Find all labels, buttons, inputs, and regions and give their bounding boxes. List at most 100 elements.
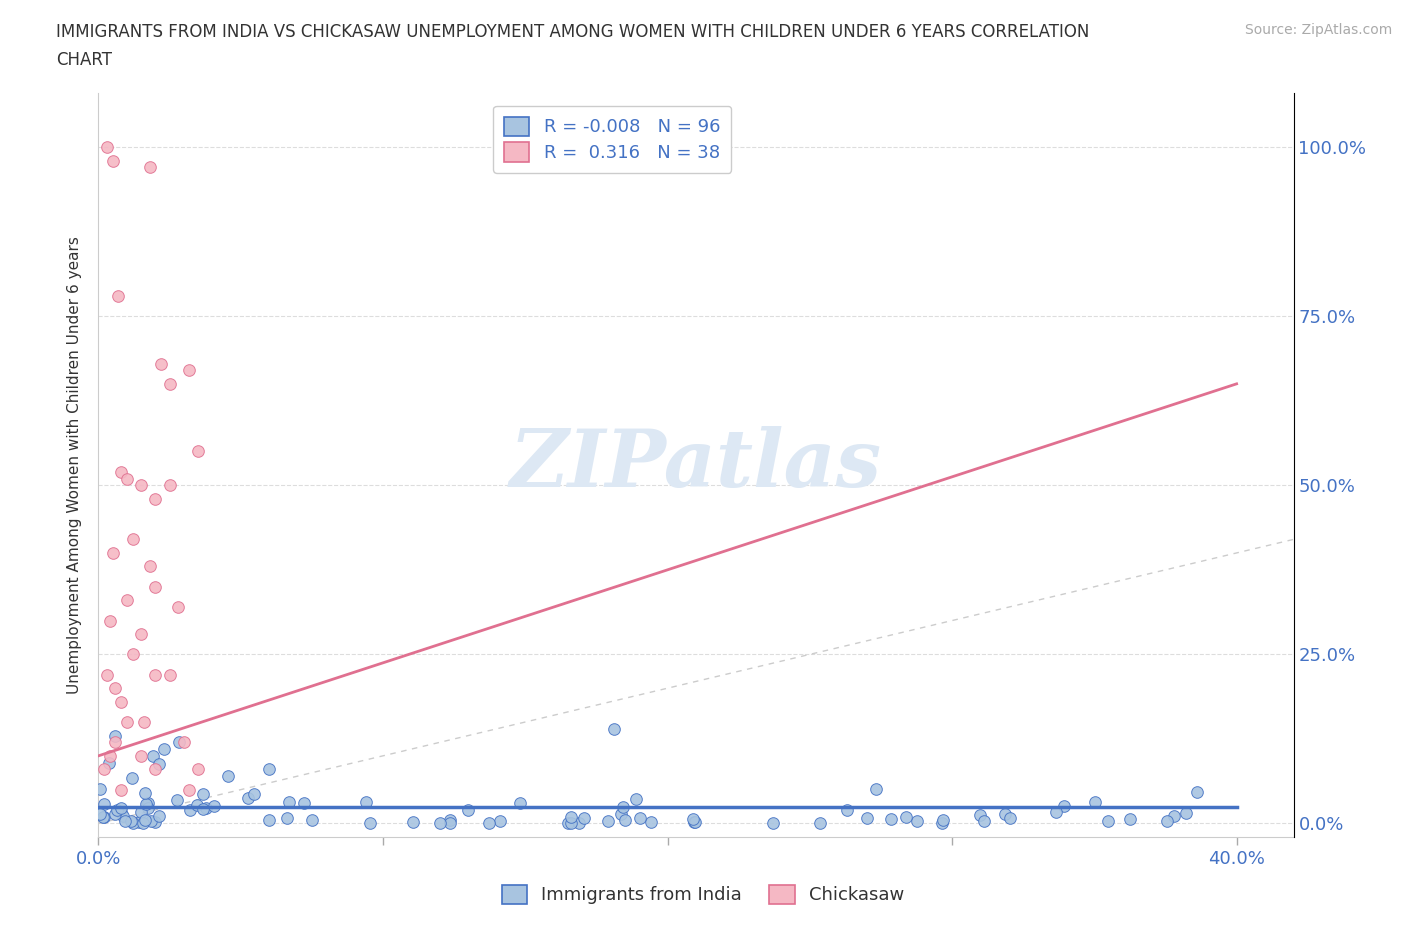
Point [93, 809, 115, 824]
Point [243, 787, 266, 802]
Point [193, 802, 215, 817]
Point [969, 807, 991, 822]
Point [568, 816, 591, 830]
Point [614, 812, 637, 827]
Point [105, 803, 128, 817]
Point [167, 600, 190, 615]
Point [1119, 812, 1142, 827]
Point [129, 627, 152, 642]
Point [640, 815, 662, 830]
Point [98, 749, 121, 764]
Point [96, 140, 118, 154]
Point [89, 781, 111, 796]
Legend: R = -0.008   N = 96, R =  0.316   N = 38: R = -0.008 N = 96, R = 0.316 N = 38 [494, 106, 731, 173]
Point [835, 803, 858, 817]
Point [129, 478, 152, 493]
Point [257, 813, 280, 828]
Point [179, 363, 201, 378]
Point [187, 762, 209, 777]
Point [359, 816, 381, 830]
Point [560, 816, 582, 830]
Point [93, 797, 115, 812]
Point [138, 559, 160, 574]
Point [894, 809, 917, 824]
Point [159, 377, 181, 392]
Point [762, 816, 785, 830]
Point [114, 814, 136, 829]
Point [121, 647, 143, 662]
Point [91, 809, 114, 824]
Point [166, 792, 188, 807]
Point [89, 807, 111, 822]
Point [429, 815, 451, 830]
Point [101, 153, 124, 168]
Point [148, 756, 170, 771]
Point [97, 755, 120, 770]
Point [159, 478, 181, 493]
Point [994, 806, 1017, 821]
Point [121, 532, 143, 547]
Point [128, 814, 150, 829]
Text: Source: ZipAtlas.com: Source: ZipAtlas.com [1244, 23, 1392, 37]
Point [354, 794, 377, 809]
Point [560, 809, 582, 824]
Point [110, 782, 132, 797]
Point [931, 816, 953, 830]
Point [136, 800, 159, 815]
Point [603, 722, 626, 737]
Point [610, 806, 633, 821]
Point [132, 714, 155, 729]
Point [932, 812, 955, 827]
Point [139, 814, 162, 829]
Point [259, 762, 281, 777]
Point [110, 464, 132, 479]
Point [439, 816, 461, 830]
Point [93, 762, 115, 777]
Y-axis label: Unemployment Among Women with Children Under 6 years: Unemployment Among Women with Children U… [67, 236, 83, 694]
Point [104, 681, 127, 696]
Point [120, 814, 142, 829]
Point [682, 814, 704, 829]
Point [217, 769, 239, 784]
Point [104, 806, 127, 821]
Legend: Immigrants from India, Chickasaw: Immigrants from India, Chickasaw [495, 877, 911, 911]
Point [101, 546, 124, 561]
Point [682, 811, 704, 826]
Point [142, 749, 165, 764]
Point [143, 579, 166, 594]
Point [115, 714, 138, 729]
Point [104, 728, 127, 743]
Point [236, 790, 259, 805]
Point [148, 809, 170, 824]
Point [810, 816, 832, 830]
Point [169, 735, 191, 750]
Point [457, 803, 479, 817]
Point [1185, 784, 1208, 799]
Point [136, 796, 159, 811]
Point [598, 814, 620, 829]
Point [1174, 805, 1197, 820]
Point [628, 810, 651, 825]
Point [478, 816, 501, 830]
Point [402, 815, 425, 830]
Point [905, 814, 928, 829]
Point [998, 810, 1021, 825]
Point [115, 472, 138, 486]
Point [129, 804, 152, 819]
Point [143, 667, 166, 682]
Point [111, 808, 134, 823]
Point [187, 444, 209, 458]
Point [880, 811, 903, 826]
Point [683, 815, 706, 830]
Point [439, 813, 461, 828]
Point [150, 356, 173, 371]
Point [572, 811, 595, 826]
Point [1084, 794, 1107, 809]
Point [1163, 808, 1185, 823]
Point [277, 794, 299, 809]
Point [121, 816, 143, 830]
Point [134, 812, 156, 827]
Point [973, 814, 995, 829]
Point [1045, 804, 1067, 819]
Point [855, 811, 877, 826]
